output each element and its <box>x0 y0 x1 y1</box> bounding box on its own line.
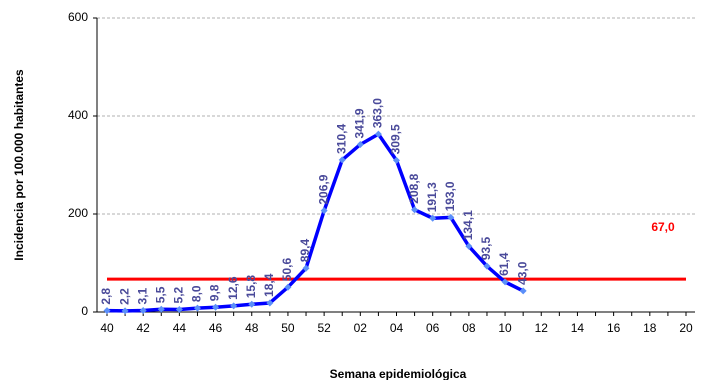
x-tick-label: 02 <box>354 321 368 335</box>
data-point <box>356 140 364 148</box>
data-point <box>302 264 310 272</box>
data-point <box>266 299 274 307</box>
y-tick-label: 400 <box>68 108 88 122</box>
data-point <box>501 278 509 286</box>
x-tick-label: 18 <box>643 321 657 335</box>
data-point <box>248 300 256 308</box>
x-tick-label: 42 <box>137 321 151 335</box>
value-label: 206,9 <box>316 174 330 204</box>
data-point <box>429 214 437 222</box>
y-tick-label: 0 <box>81 304 88 318</box>
data-point <box>121 307 129 315</box>
value-label: 5,5 <box>153 286 167 303</box>
value-label: 89,4 <box>298 239 312 263</box>
x-tick-label: 40 <box>100 321 114 335</box>
value-label: 61,4 <box>497 252 511 276</box>
data-point <box>393 156 400 164</box>
x-tick-label: 16 <box>607 321 621 335</box>
threshold-label: 67,0 <box>651 220 675 234</box>
x-tick-label: 12 <box>535 321 549 335</box>
x-tick-label: 06 <box>426 321 440 335</box>
x-axis-title: Semana epidemiológica <box>330 367 467 380</box>
data-point <box>465 242 473 250</box>
data-point <box>157 305 165 313</box>
value-label: 15,8 <box>244 275 258 299</box>
value-label: 2,8 <box>99 288 113 305</box>
value-label: 43,0 <box>515 261 529 285</box>
value-label: 8,0 <box>190 285 204 302</box>
value-label: 208,8 <box>407 173 421 203</box>
data-point <box>175 305 183 313</box>
x-tick-label: 14 <box>571 321 585 335</box>
data-point <box>193 304 201 312</box>
data-point <box>139 306 147 314</box>
value-label: 12,6 <box>226 276 240 300</box>
x-tick-label: 50 <box>281 321 295 335</box>
value-label: 9,8 <box>208 284 222 301</box>
x-tick-label: 52 <box>317 321 331 335</box>
data-point <box>411 206 419 214</box>
value-label: 341,9 <box>352 108 366 138</box>
value-label: 310,4 <box>334 124 348 154</box>
x-tick-label: 10 <box>498 321 512 335</box>
value-label: 193,0 <box>443 181 457 211</box>
data-point <box>212 303 220 311</box>
data-point <box>338 156 346 164</box>
value-label: 134,1 <box>461 210 475 240</box>
data-point <box>374 130 382 138</box>
value-label: 3,1 <box>135 287 149 304</box>
y-tick-label: 200 <box>68 206 88 220</box>
data-point <box>284 283 292 291</box>
value-label: 50,6 <box>280 258 294 282</box>
x-tick-label: 48 <box>245 321 259 335</box>
value-label: 363,0 <box>371 98 385 128</box>
value-label: 5,2 <box>172 286 186 303</box>
data-point <box>320 207 328 215</box>
value-label: 191,3 <box>425 182 439 212</box>
data-point <box>519 287 527 295</box>
value-label: 309,5 <box>389 124 403 154</box>
data-point <box>447 213 455 221</box>
x-tick-label: 04 <box>390 321 404 335</box>
value-label: 18,4 <box>262 273 276 297</box>
y-axis-title: Incidencia por 100.000 habitantes <box>12 69 26 261</box>
y-tick-label: 600 <box>68 10 88 24</box>
value-label: 93,5 <box>479 237 493 261</box>
x-tick-label: 08 <box>462 321 476 335</box>
x-tick-label: 46 <box>209 321 223 335</box>
x-tick-label: 20 <box>679 321 693 335</box>
x-tick-label: 44 <box>173 321 187 335</box>
data-point <box>483 262 491 270</box>
value-label: 2,2 <box>117 288 131 305</box>
data-point <box>230 302 238 310</box>
data-point <box>103 307 111 315</box>
